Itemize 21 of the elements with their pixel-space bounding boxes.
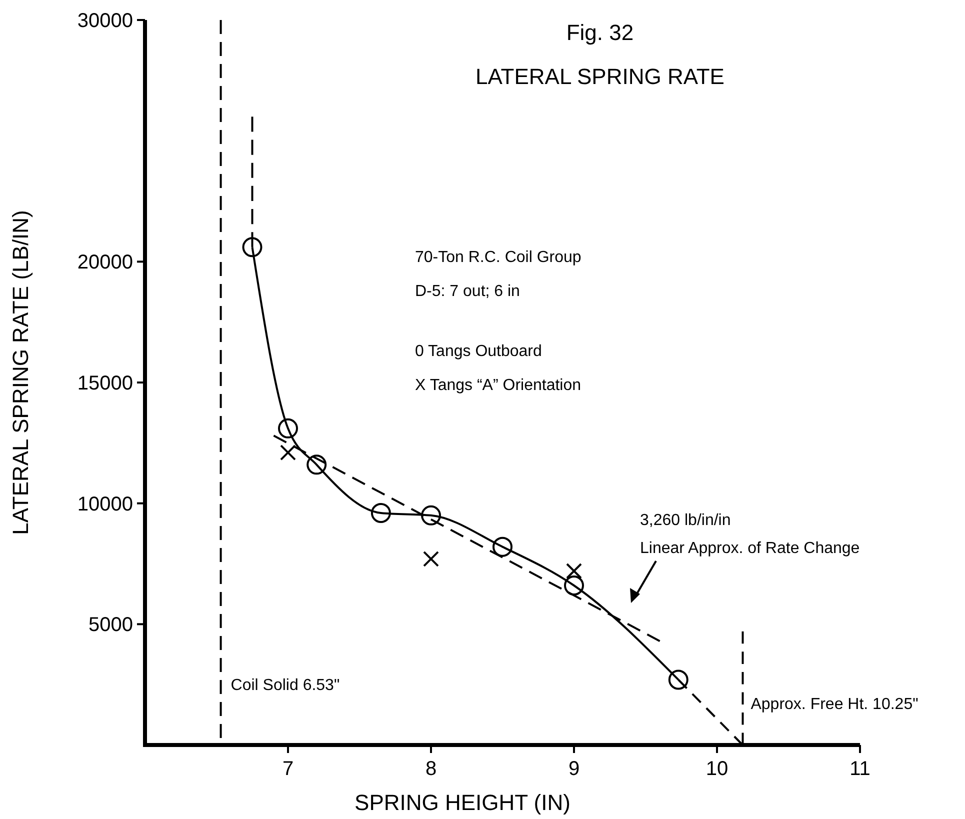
annotation: D-5: 7 out; 6 in [415, 283, 520, 300]
chart-subtitle: Fig. 32 [566, 20, 634, 45]
annotation: Approx. Free Ht. 10.25" [750, 696, 918, 713]
x-tick-label: 7 [282, 758, 294, 780]
y-tick-label: 30000 [77, 10, 133, 32]
x-tick-label: 8 [425, 758, 437, 780]
y-tick-label: 10000 [77, 493, 133, 516]
y-tick-label: 5000 [88, 614, 133, 636]
text: LATERAL SPRING RATE [476, 64, 724, 89]
x-tick-label: 11 [850, 758, 870, 780]
x-tick-label: 10 [706, 758, 728, 780]
y-tick-label: 20000 [77, 252, 133, 274]
y-tick-label: 15000 [77, 372, 133, 394]
annotation: 0 Tangs Outboard [415, 343, 542, 360]
x-axis-title: SPRING HEIGHT (IN) [354, 790, 570, 815]
x-tick-label: 9 [568, 758, 580, 780]
annotation: 3,260 lb/in/in Linear Approx. of Rate Change [640, 512, 860, 557]
ref-line-label: Coil Solid 6.53" [230, 677, 340, 694]
y-axis-title: LATERAL SPRING RATE (LB/IN) [8, 210, 33, 535]
annotation: 70-Ton R.C. Coil Group [415, 249, 582, 266]
annotation: X Tangs “A” Orientation [415, 377, 582, 394]
